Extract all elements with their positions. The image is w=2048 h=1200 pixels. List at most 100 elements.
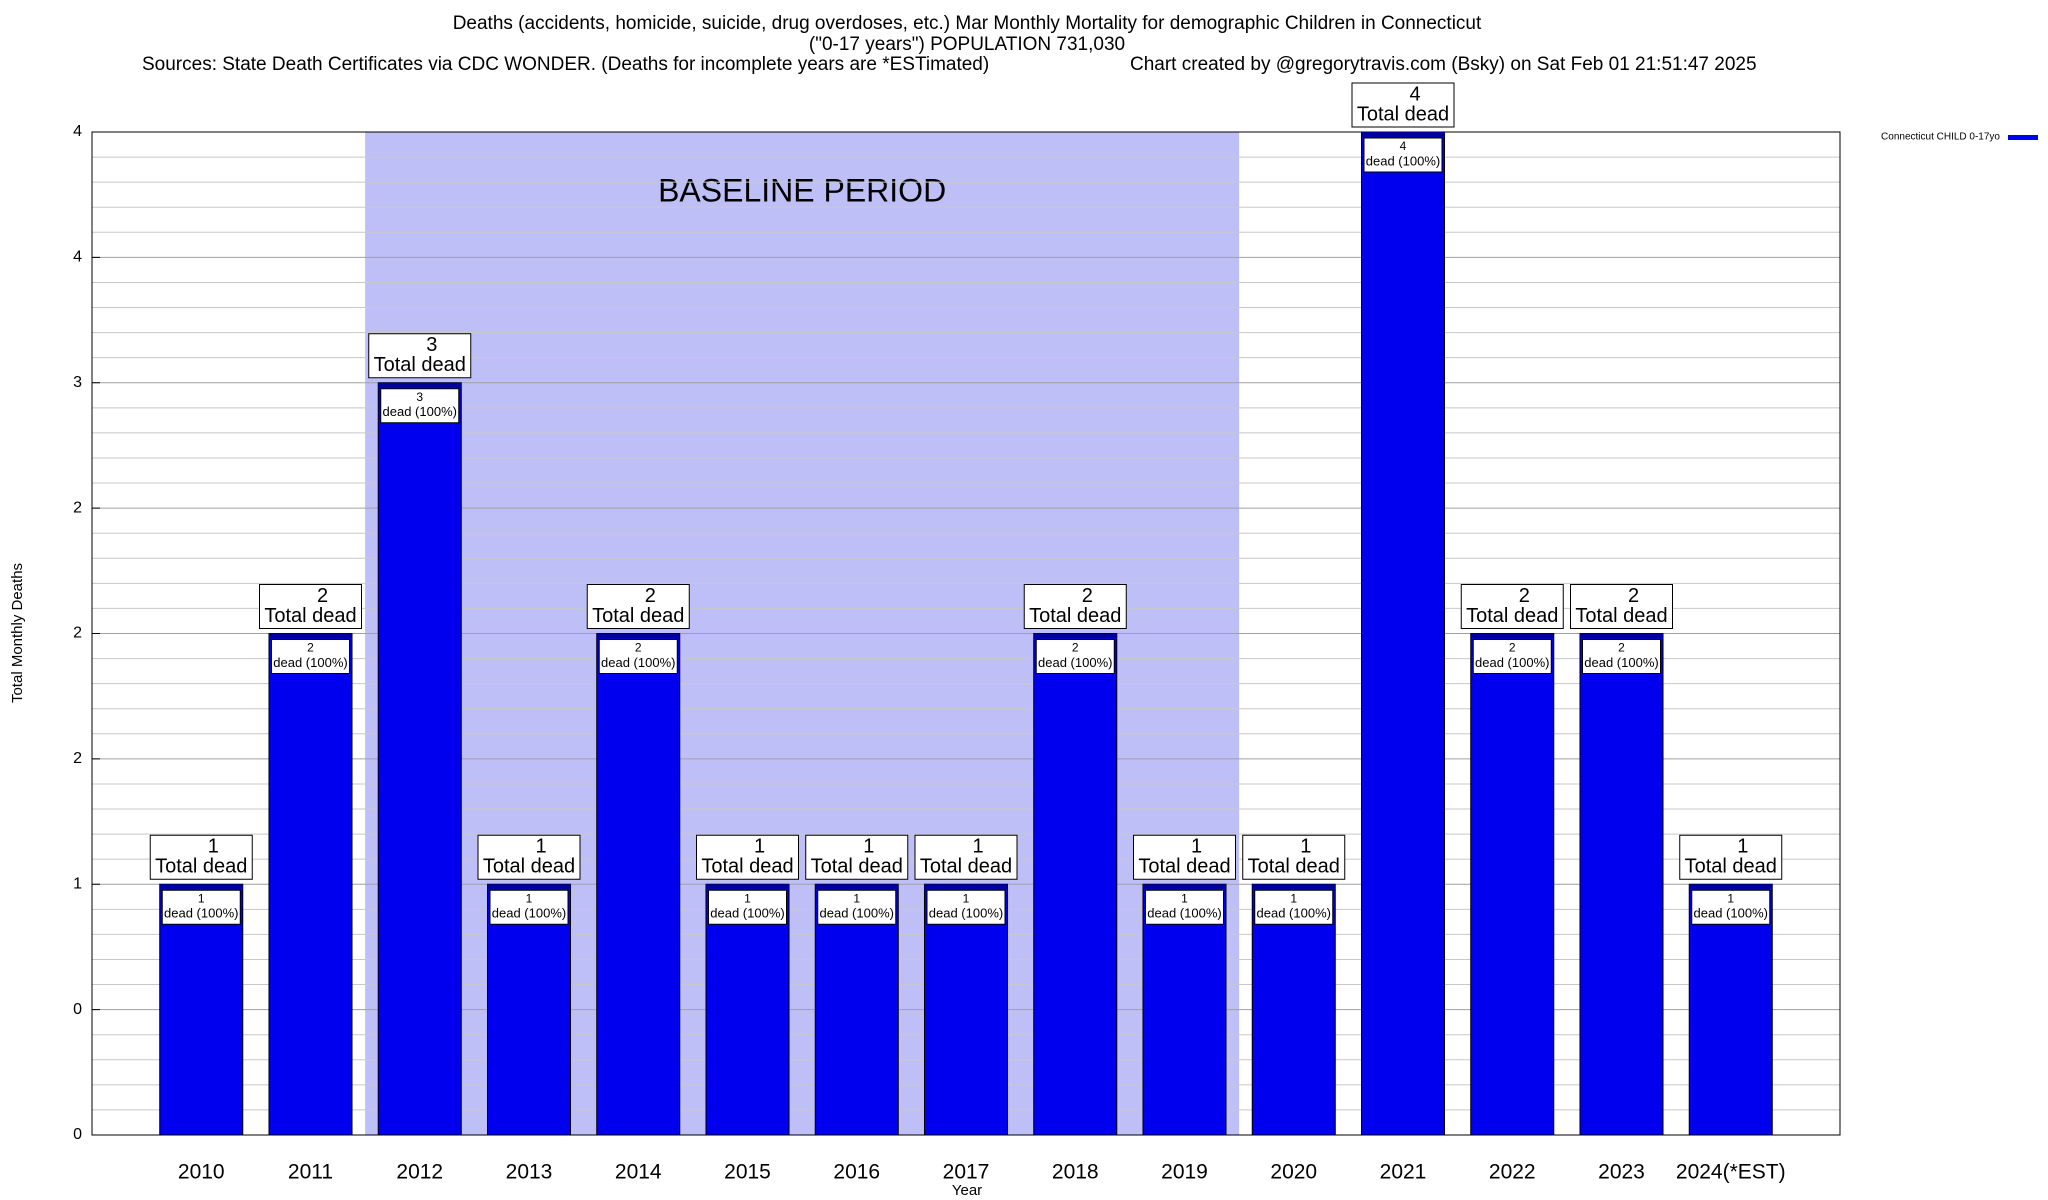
total-label-text: Total dead: [264, 605, 356, 627]
total-value-label: 1: [535, 836, 546, 858]
inner-label-box: [1582, 639, 1661, 674]
chart-subtitle: ("0-17 years") POPULATION 731,030: [809, 34, 1125, 55]
x-tick-label: 2015: [724, 1161, 771, 1184]
x-tick-label: 2021: [1380, 1161, 1427, 1184]
total-label-text: Total dead: [1029, 605, 1121, 627]
inner-label-text: dead (100%): [601, 655, 675, 670]
total-label-box: [1570, 584, 1673, 629]
total-label-text: Total dead: [1138, 856, 1230, 878]
total-value-label: 3: [426, 334, 437, 356]
total-label-text: Total dead: [483, 856, 575, 878]
total-label-box: [805, 834, 909, 880]
bar: [486, 883, 572, 1136]
bar-top-edge: [1689, 884, 1773, 890]
x-axis-label: Year: [952, 1182, 982, 1199]
inner-label-box: [1035, 639, 1115, 674]
inner-label-text: dead (100%): [929, 906, 1003, 921]
total-label-text: Total dead: [592, 605, 684, 627]
bar-top-edge: [1361, 132, 1445, 137]
total-label-text: Total dead: [155, 856, 247, 878]
y-tick-label: 2: [73, 750, 82, 767]
inner-label-text: dead (100%): [1694, 906, 1768, 921]
x-tick-label: 2010: [178, 1161, 225, 1184]
bar: [377, 382, 462, 1136]
inner-value-label: 3: [416, 390, 423, 404]
x-tick-label: 2011: [288, 1161, 333, 1184]
inner-label-box: [380, 388, 460, 424]
bar: [923, 883, 1009, 1136]
y-tick-label: 2: [73, 625, 82, 642]
bar-top-edge: [1142, 884, 1227, 890]
inner-label-box: [161, 889, 241, 925]
total-label-text: Total dead: [1248, 856, 1340, 878]
chart-title: Deaths (accidents, homicide, suicide, dr…: [453, 13, 1482, 34]
total-label-text: Total dead: [1685, 856, 1777, 878]
x-tick-label: 2012: [396, 1161, 443, 1184]
x-tick-label: 2014: [615, 1161, 662, 1184]
total-value-label: 1: [754, 836, 765, 858]
credit: Chart created by @gregorytravis.com (Bsk…: [1130, 54, 1757, 75]
total-value-label: 1: [1300, 836, 1311, 858]
total-label-text: Total dead: [701, 856, 793, 878]
inner-value-label: 1: [744, 891, 751, 905]
bar: [814, 883, 899, 1136]
inner-value-label: 2: [1509, 641, 1516, 655]
bar-top-edge: [1252, 884, 1336, 890]
total-value-label: 2: [1519, 585, 1530, 607]
total-label-box: [1679, 834, 1783, 880]
total-label-text: Total dead: [1466, 605, 1558, 627]
sources: Sources: State Death Certificates via CD…: [142, 54, 989, 75]
total-label-box: [1242, 834, 1346, 880]
total-value-label: 1: [1191, 836, 1202, 858]
total-label-box: [914, 834, 1018, 880]
total-label-box: [477, 834, 581, 880]
inner-label-box: [926, 889, 1006, 925]
total-label-box: [1023, 584, 1127, 629]
bar: [596, 633, 681, 1136]
shaded-region-label: BASELINE PERIOD: [658, 172, 946, 208]
inner-label-box: [598, 639, 678, 674]
x-tick-label: 2019: [1161, 1161, 1208, 1184]
total-value-label: 1: [863, 836, 874, 858]
x-tick-label: 2018: [1052, 1161, 1099, 1184]
x-tick-label: 2017: [943, 1161, 990, 1184]
total-label-text: Total dead: [374, 354, 466, 376]
total-value-label: 1: [1737, 836, 1748, 858]
inner-value-label: 2: [1618, 641, 1625, 655]
inner-label-box: [708, 889, 787, 925]
total-label-text: Total dead: [1357, 103, 1449, 125]
bar-top-edge: [705, 884, 790, 890]
inner-value-label: 1: [198, 891, 205, 905]
total-value-label: 1: [972, 836, 983, 858]
bar-top-edge: [378, 382, 462, 388]
inner-label-text: dead (100%): [1366, 153, 1440, 168]
bar: [1360, 131, 1446, 1136]
x-tick-label: 2022: [1489, 1161, 1536, 1184]
x-tick-label: 2013: [506, 1161, 553, 1184]
bar-top-edge: [924, 884, 1008, 890]
bar: [159, 883, 244, 1136]
legend-swatch: [2008, 135, 2038, 140]
total-label-text: Total dead: [1575, 605, 1667, 627]
x-tick-label: 2020: [1270, 1161, 1317, 1184]
total-label-box: [696, 834, 799, 880]
inner-label-text: dead (100%): [1147, 906, 1221, 921]
y-tick-label: 0: [73, 1126, 82, 1143]
total-label-text: Total dead: [920, 856, 1012, 878]
bar: [1033, 633, 1118, 1136]
inner-label-box: [489, 889, 569, 925]
bar-top-edge: [1470, 633, 1554, 639]
bar-top-edge: [815, 884, 899, 890]
inner-label-text: dead (100%): [164, 906, 238, 921]
bar: [1251, 883, 1336, 1136]
x-tick-label: 2016: [833, 1161, 880, 1184]
bar: [1579, 633, 1664, 1136]
inner-label-text: dead (100%): [820, 906, 894, 921]
inner-label-text: dead (100%): [492, 906, 566, 921]
inner-value-label: 1: [526, 891, 533, 905]
bar-top-edge: [487, 884, 571, 890]
total-label-box: [586, 584, 690, 629]
inner-value-label: 1: [1181, 891, 1188, 905]
